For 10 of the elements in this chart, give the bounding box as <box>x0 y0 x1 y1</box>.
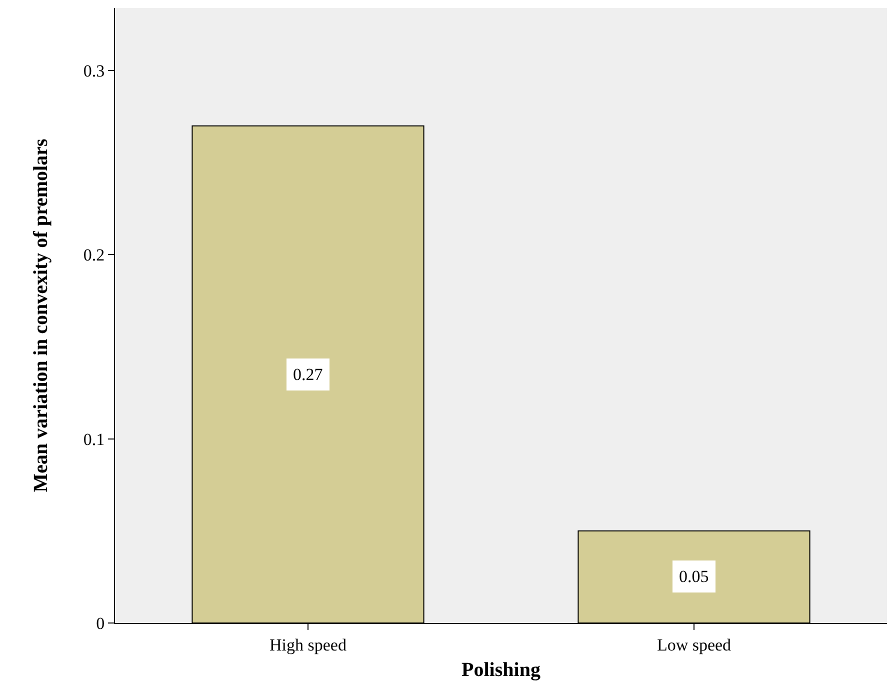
x-tick-label: High speed <box>270 635 347 654</box>
y-tick-label: 0.2 <box>83 246 105 265</box>
x-axis-title: Polishing <box>462 658 540 681</box>
y-axis-title: Mean variation in convexity of premolars <box>30 138 52 492</box>
y-tick-label: 0.3 <box>83 62 105 81</box>
data-label: 0.27 <box>293 365 324 384</box>
x-tick-label: Low speed <box>656 635 732 654</box>
y-tick-label: 0 <box>96 614 105 633</box>
y-tick-label: 0.1 <box>83 430 105 449</box>
data-label: 0.05 <box>679 567 709 586</box>
